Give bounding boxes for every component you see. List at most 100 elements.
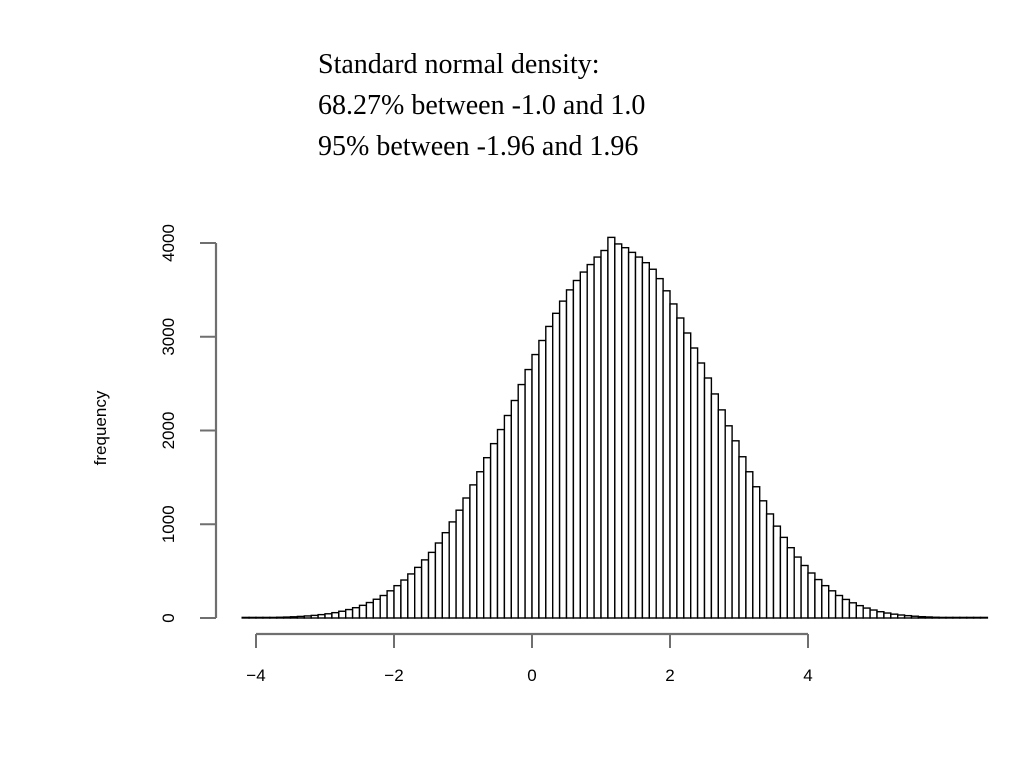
histogram-bar: [634, 256, 644, 619]
histogram-bar: [938, 616, 947, 619]
histogram-bar: [710, 393, 720, 619]
histogram-bar: [903, 614, 913, 619]
histogram-bar: [945, 616, 954, 619]
histogram-bar: [517, 383, 526, 619]
histogram-bar: [434, 542, 443, 619]
histogram-bar: [248, 616, 257, 619]
histogram-bar: [621, 246, 630, 619]
histogram-bar: [959, 616, 968, 619]
histogram-bar: [890, 613, 899, 619]
histogram-bar: [869, 609, 878, 619]
x-tick-label: −2: [384, 666, 403, 685]
histogram-bar: [897, 614, 906, 619]
histogram-bar: [800, 564, 809, 619]
histogram-bar: [972, 616, 982, 619]
histogram-bar: [910, 615, 920, 619]
histogram-bar: [883, 612, 892, 619]
histogram-bar: [282, 616, 292, 619]
x-tick-label: 2: [665, 666, 674, 685]
histogram-bar: [834, 594, 844, 619]
histogram-bar: [855, 604, 864, 619]
histogram-bar: [317, 613, 326, 619]
histogram-bar: [752, 486, 761, 619]
histogram-bar: [917, 615, 927, 619]
histogram-bar: [241, 616, 250, 619]
histogram-bar: [255, 616, 264, 619]
histogram-bar: [966, 616, 975, 619]
histogram-bar: [627, 251, 637, 619]
histogram-bar: [400, 579, 409, 619]
histogram-bar: [614, 243, 623, 619]
histogram-bar: [448, 521, 457, 619]
histogram-bar: [821, 584, 830, 619]
histogram-bar: [331, 611, 340, 619]
histogram-bar: [476, 471, 485, 619]
histogram-bar: [358, 604, 368, 619]
histogram-bar: [558, 300, 568, 619]
histogram-bar: [669, 303, 678, 619]
histogram-bar: [345, 608, 354, 619]
histogram-bar: [952, 616, 961, 619]
histogram-bar: [420, 559, 430, 619]
histogram-bar: [724, 425, 733, 619]
histogram-bar: [814, 578, 823, 619]
histogram-bar: [324, 613, 333, 619]
histogram-bar: [696, 362, 706, 619]
histogram-bar: [600, 249, 609, 619]
histogram-bar: [414, 566, 423, 619]
histogram-bar: [828, 590, 837, 619]
histogram-bar: [379, 594, 388, 619]
histogram-bar: [276, 616, 285, 619]
histogram-bar: [745, 471, 754, 619]
title-line-1: Standard normal density:: [318, 49, 600, 80]
title-line-3: 95% between -1.96 and 1.96: [318, 131, 639, 162]
histogram-bar: [703, 377, 713, 619]
histogram-bar: [407, 573, 416, 619]
x-tick-label: −4: [246, 666, 265, 685]
histogram-bar: [365, 601, 374, 619]
histogram-bar: [269, 616, 278, 619]
histogram-bar: [351, 606, 361, 619]
histogram-bar: [841, 598, 851, 619]
histogram-bar: [717, 409, 726, 619]
histogram-bar: [531, 353, 540, 619]
histogram-bar: [303, 615, 312, 619]
histogram-bar: [310, 614, 319, 619]
histogram-bar: [786, 546, 795, 619]
x-axis: −4 −2 0 2 4: [246, 632, 813, 685]
x-tick-label: 4: [803, 666, 812, 685]
histogram-bar: [848, 602, 858, 619]
histogram-bar: [538, 339, 547, 619]
histogram-bar: [296, 615, 305, 619]
histogram-bar: [731, 440, 740, 619]
histogram-bar: [372, 598, 381, 619]
histogram-bar: [552, 312, 561, 619]
histogram-bar: [655, 277, 664, 619]
histogram-bar: [683, 332, 692, 619]
histogram-bar: [738, 456, 747, 619]
histogram-bar: [427, 551, 437, 619]
histogram-bar: [469, 484, 478, 619]
histogram-bar: [483, 456, 492, 619]
histogram-bar: [572, 279, 582, 619]
histogram-bar: [289, 616, 299, 619]
histogram-bar: [338, 610, 347, 619]
histogram-bar: [924, 616, 933, 619]
histogram-bar: [441, 531, 450, 619]
histogram-bar: [641, 261, 651, 619]
title-line-2: 68.27% between -1.0 and 1.0: [318, 90, 646, 121]
histogram-bar: [393, 584, 402, 619]
histogram-bar: [807, 572, 816, 619]
y-tick-label: 1000: [159, 505, 178, 543]
histogram-bar: [876, 611, 885, 619]
histogram-bar: [931, 616, 940, 619]
histogram-bar: [579, 271, 588, 619]
histogram-bar: [662, 290, 671, 619]
histogram-bar: [586, 263, 595, 619]
histogram-bar: [648, 268, 657, 619]
histogram-bar: [489, 442, 499, 619]
histogram-bar: [455, 509, 464, 619]
histogram-bar: [765, 513, 775, 619]
histogram-bar: [386, 590, 395, 619]
histogram-bar: [676, 317, 685, 619]
